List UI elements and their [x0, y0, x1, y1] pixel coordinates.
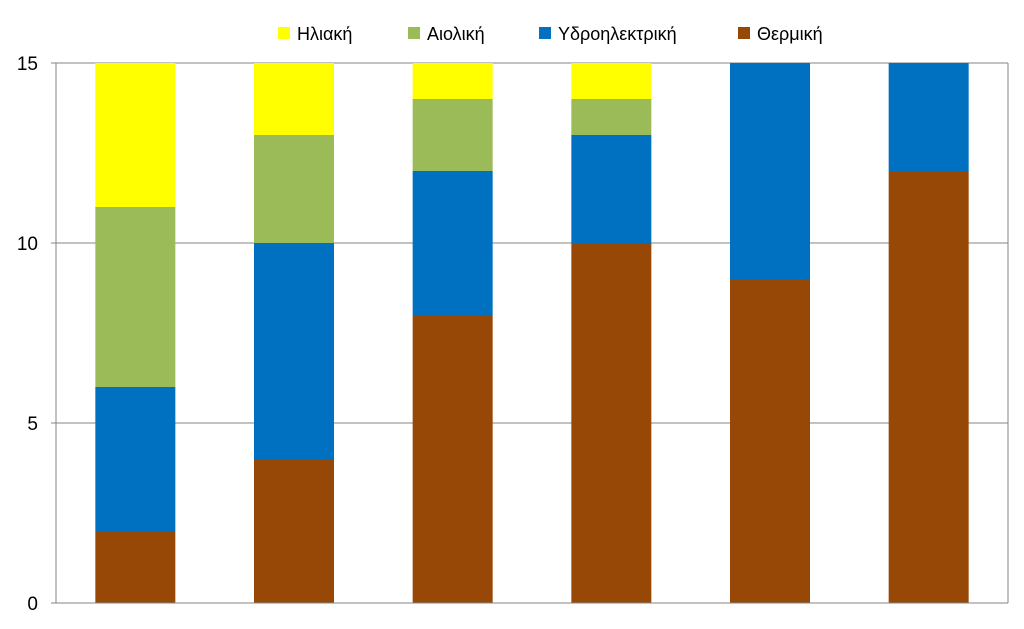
bar-segment-3-series-4 — [412, 63, 493, 99]
legend-label: Υδροηλεκτρική — [558, 24, 677, 44]
legend-entry: Ηλιακή — [278, 24, 352, 44]
legend-swatch — [738, 27, 750, 39]
bar-segment-3-series-2 — [412, 171, 493, 315]
legend-label: Αιολική — [427, 24, 485, 44]
bar-segment-4-series-4 — [571, 63, 652, 99]
bar-segment-1-series-1 — [95, 531, 176, 603]
bar-segment-4-series-2 — [571, 135, 652, 243]
legend-label: Ηλιακή — [297, 24, 352, 44]
legend-entry: Υδροηλεκτρική — [539, 24, 677, 44]
bar-segment-1-series-2 — [95, 387, 176, 531]
bar-segment-2-series-4 — [254, 63, 334, 135]
bar-segment-5-series-1 — [730, 279, 810, 603]
legend-label: Θερμική — [757, 24, 823, 44]
bar-segment-4-series-3 — [571, 99, 652, 135]
legend-swatch — [408, 27, 420, 39]
bar-segment-2-series-2 — [254, 243, 334, 459]
bar-segment-1-series-4 — [95, 63, 176, 207]
legend-swatch — [278, 27, 290, 39]
bars — [95, 63, 969, 603]
bar-segment-5-series-2 — [730, 63, 810, 279]
gridlines — [56, 62, 1009, 604]
bar-segment-6-series-2 — [888, 63, 969, 171]
bar-segment-3-series-3 — [412, 99, 493, 171]
y-tick-label: 10 — [17, 234, 38, 255]
y-tick-label: 0 — [27, 594, 38, 615]
axes: 0 5 10 15 — [17, 54, 1008, 615]
bar-segment-4-series-1 — [571, 243, 652, 603]
legend-entry: Αιολική — [408, 24, 485, 44]
y-tick-label: 5 — [27, 414, 38, 435]
legend-entry: Θερμική — [738, 24, 823, 44]
bar-segment-2-series-1 — [254, 459, 334, 603]
bar-segment-1-series-3 — [95, 207, 176, 387]
legend: Ηλιακή Αιολική Υδροηλεκτρική Θερμική — [278, 24, 823, 44]
y-tick-label: 15 — [17, 54, 38, 75]
bar-segment-6-series-1 — [888, 171, 969, 603]
bar-segment-3-series-1 — [412, 315, 493, 603]
legend-swatch — [539, 27, 551, 39]
bar-segment-2-series-3 — [254, 135, 334, 243]
